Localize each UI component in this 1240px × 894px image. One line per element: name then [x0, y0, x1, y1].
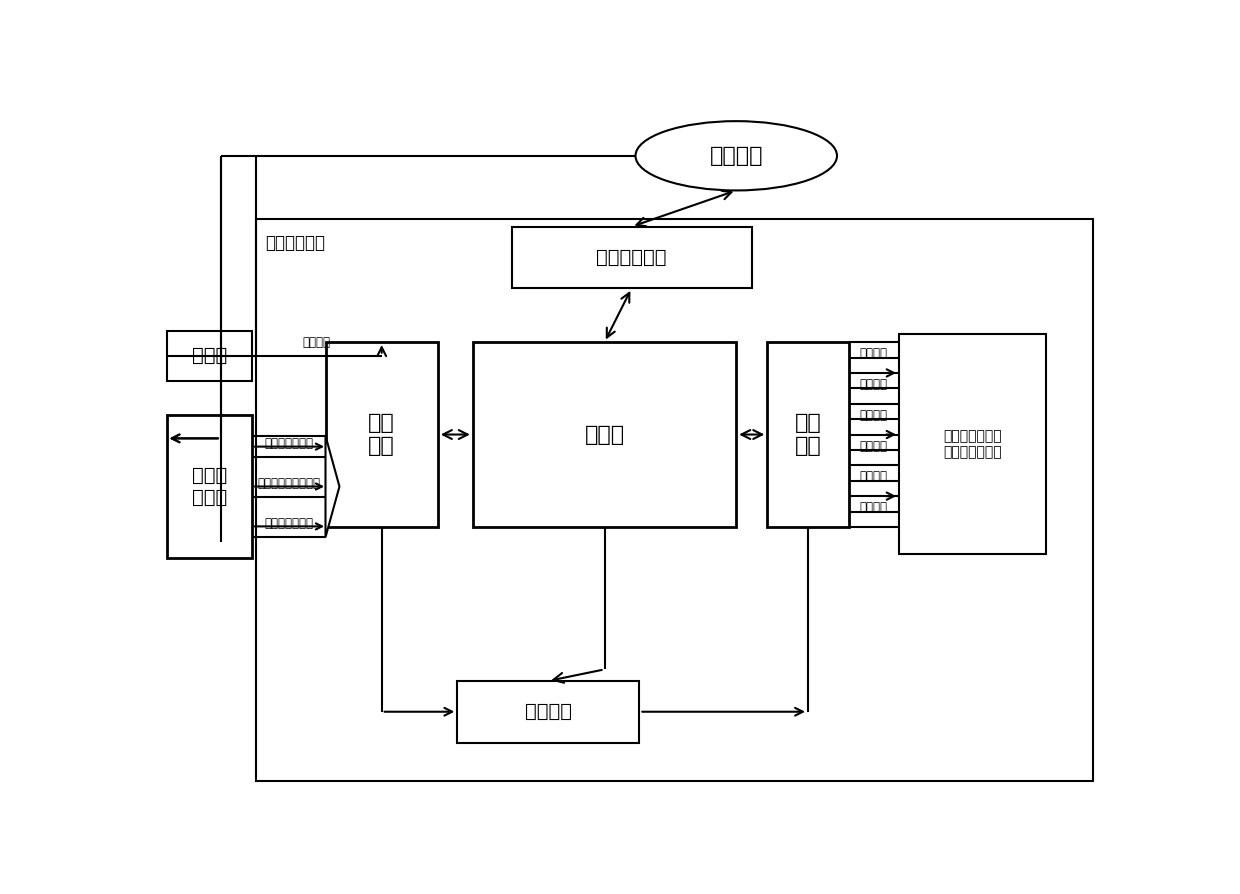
FancyBboxPatch shape [166, 416, 252, 558]
Text: 三路分压器信号: 三路分压器信号 [264, 517, 314, 530]
Text: 操作人员: 操作人员 [709, 146, 763, 165]
FancyBboxPatch shape [458, 681, 640, 743]
Text: 两个电压: 两个电压 [859, 470, 888, 484]
FancyBboxPatch shape [899, 334, 1047, 554]
Polygon shape [325, 436, 340, 537]
FancyBboxPatch shape [768, 342, 848, 527]
Text: 两个延弧: 两个延弧 [859, 378, 888, 391]
Text: 计算机: 计算机 [584, 425, 625, 444]
Text: 三路电流互感器信号: 三路电流互感器信号 [257, 477, 320, 490]
Text: 程控仪: 程控仪 [192, 346, 227, 365]
Ellipse shape [635, 122, 837, 190]
FancyBboxPatch shape [511, 227, 751, 288]
FancyBboxPatch shape [166, 331, 252, 381]
FancyBboxPatch shape [255, 219, 1092, 781]
Text: 两个电压: 两个电压 [859, 409, 888, 422]
Text: 主回路
传感器: 主回路 传感器 [192, 466, 227, 507]
Text: 主回路控制设备
（高压点火箱）: 主回路控制设备 （高压点火箱） [944, 429, 1002, 460]
Text: 三路磁位计信号: 三路磁位计信号 [264, 437, 314, 450]
Text: 执行
电路: 执行 电路 [795, 413, 821, 456]
Text: 两个延弧: 两个延弧 [859, 440, 888, 452]
Text: 输入显示装置: 输入显示装置 [596, 248, 667, 267]
Text: 调理
电路: 调理 电路 [368, 413, 396, 456]
Text: 两个电压: 两个电压 [859, 347, 888, 360]
Text: 监测装置: 监测装置 [525, 702, 572, 721]
Text: 开锁信号: 开锁信号 [303, 336, 331, 350]
FancyBboxPatch shape [472, 342, 737, 527]
Text: 两个延弧: 两个延弧 [859, 502, 888, 514]
FancyBboxPatch shape [325, 342, 438, 527]
Text: 同步控制系统: 同步控制系统 [265, 234, 325, 252]
